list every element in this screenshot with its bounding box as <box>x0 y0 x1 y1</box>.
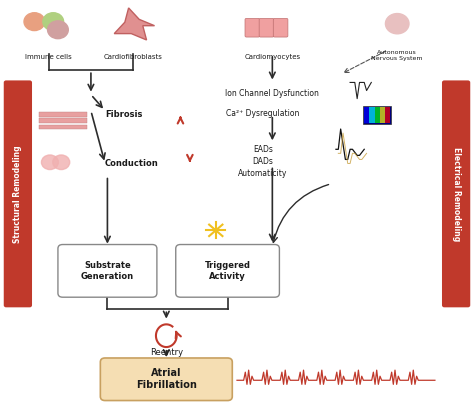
Text: Immune cells: Immune cells <box>25 54 72 60</box>
Text: Ca²⁺ Dysregulation: Ca²⁺ Dysregulation <box>226 109 300 118</box>
Text: Conduction: Conduction <box>105 159 159 168</box>
Text: Ion Channel Dysfunction: Ion Channel Dysfunction <box>226 89 319 98</box>
Text: Atrial
Fibrillation: Atrial Fibrillation <box>136 368 197 390</box>
FancyBboxPatch shape <box>245 18 260 37</box>
FancyBboxPatch shape <box>176 244 279 297</box>
FancyBboxPatch shape <box>442 80 470 307</box>
Circle shape <box>47 21 68 39</box>
FancyBboxPatch shape <box>38 118 87 123</box>
Polygon shape <box>114 8 155 40</box>
FancyBboxPatch shape <box>4 80 32 307</box>
Text: Cardiomyocytes: Cardiomyocytes <box>244 54 301 60</box>
Text: Autonomous
Nervous System: Autonomous Nervous System <box>372 50 423 61</box>
Text: Triggered
Activity: Triggered Activity <box>205 261 251 281</box>
Text: Substrate
Generation: Substrate Generation <box>81 261 134 281</box>
FancyBboxPatch shape <box>38 124 87 129</box>
Circle shape <box>385 13 409 34</box>
Text: Reentry: Reentry <box>150 348 183 357</box>
Text: Cardiofibroblasts: Cardiofibroblasts <box>104 54 163 60</box>
Circle shape <box>24 13 45 31</box>
Text: Structural Remodeling: Structural Remodeling <box>13 145 22 243</box>
FancyBboxPatch shape <box>380 107 385 123</box>
Text: Fibrosis: Fibrosis <box>105 110 142 120</box>
Text: EADs
DADs
Automaticity: EADs DADs Automaticity <box>238 145 288 178</box>
Text: Electrical Remodeling: Electrical Remodeling <box>452 147 461 241</box>
FancyBboxPatch shape <box>273 18 288 37</box>
FancyBboxPatch shape <box>58 244 157 297</box>
FancyBboxPatch shape <box>369 107 374 123</box>
Circle shape <box>41 155 58 170</box>
FancyBboxPatch shape <box>259 18 274 37</box>
Circle shape <box>53 155 70 170</box>
FancyBboxPatch shape <box>100 358 232 401</box>
FancyBboxPatch shape <box>385 107 390 123</box>
FancyBboxPatch shape <box>363 106 391 124</box>
FancyBboxPatch shape <box>374 107 380 123</box>
Circle shape <box>43 13 64 31</box>
FancyBboxPatch shape <box>364 107 369 123</box>
FancyBboxPatch shape <box>38 113 87 117</box>
